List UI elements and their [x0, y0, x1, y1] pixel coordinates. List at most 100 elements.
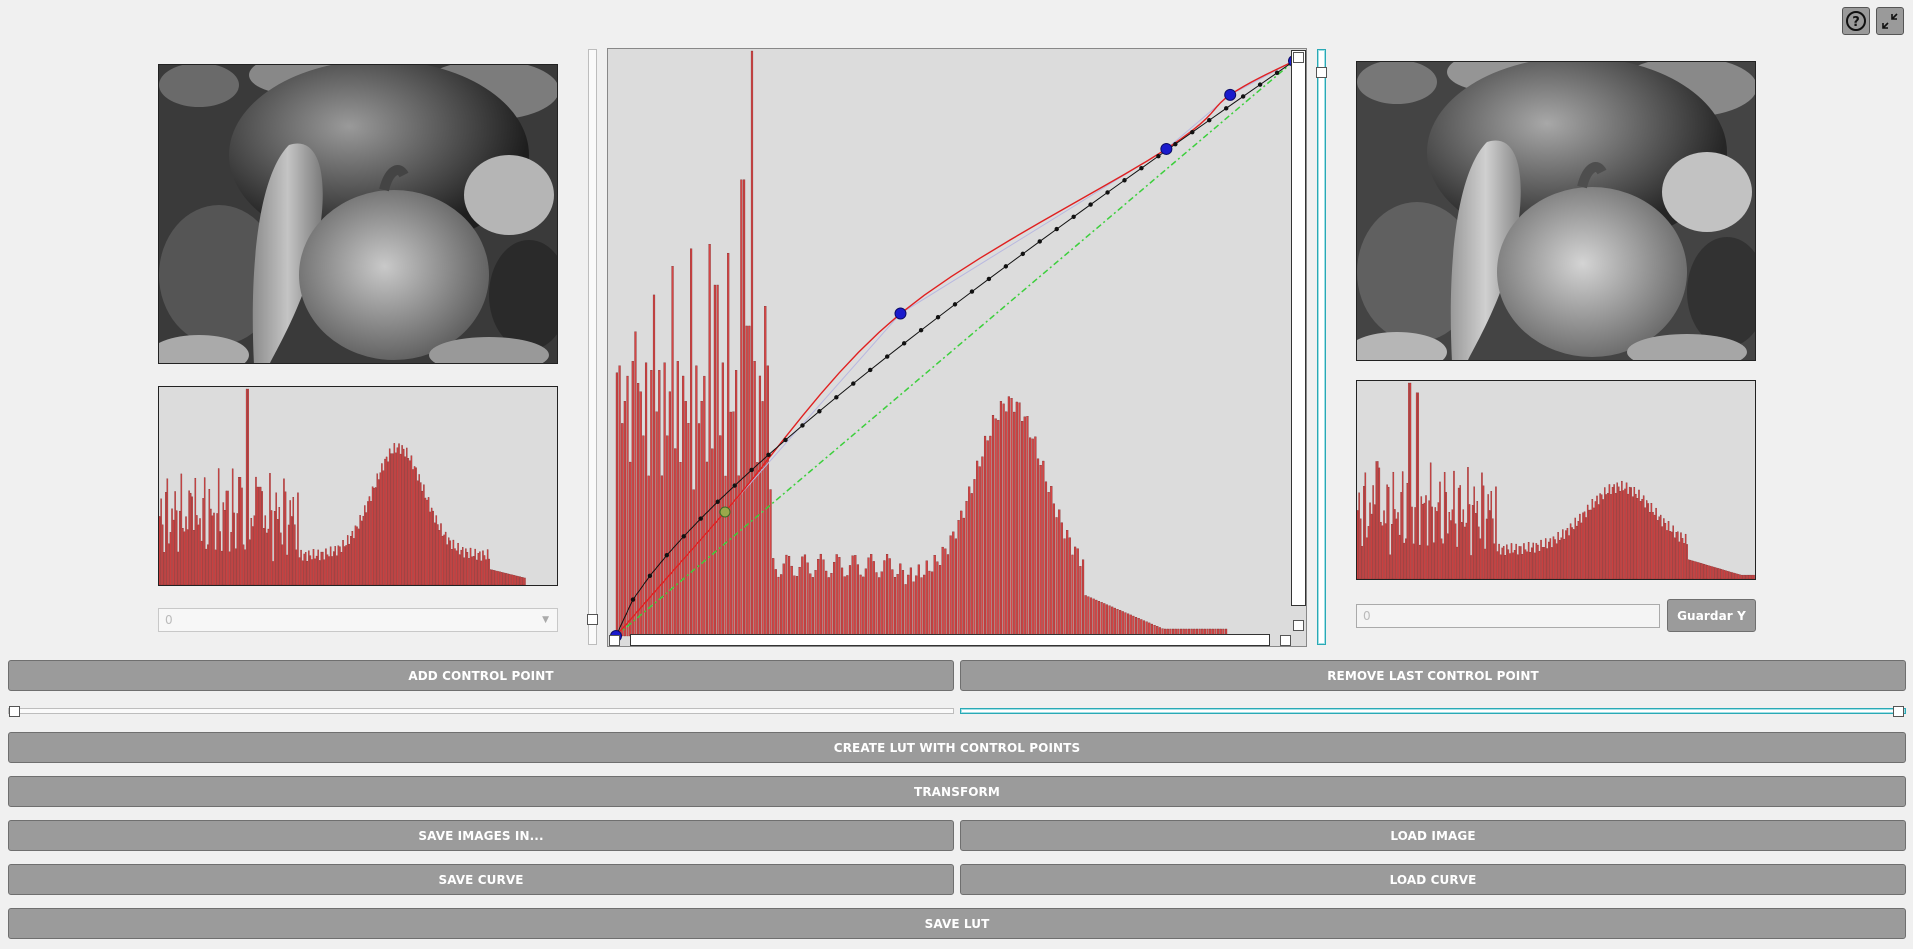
curve-histogram-bar: [1005, 411, 1008, 637]
left-vertical-slider[interactable]: [588, 49, 597, 645]
input-range-right-handle[interactable]: [1280, 635, 1291, 646]
curve-histogram-bar: [925, 560, 928, 637]
histogram-bar: [1377, 461, 1379, 579]
guardar-y-button[interactable]: Guardar Y: [1667, 599, 1756, 632]
histogram-bar: [1426, 545, 1429, 579]
histogram-bar: [1475, 513, 1477, 579]
channel-select[interactable]: 0 ▼: [158, 608, 558, 632]
save-images-button[interactable]: SAVE IMAGES IN...: [8, 820, 954, 851]
curve-histogram-bar: [938, 565, 942, 637]
histogram-bar: [325, 548, 327, 585]
guardar-y-label: Guardar Y: [1677, 608, 1746, 623]
histogram-bar: [1366, 537, 1368, 579]
control-point[interactable]: [894, 307, 907, 320]
curve-histogram-bar: [931, 571, 934, 637]
control-point[interactable]: [1160, 142, 1173, 155]
value-field[interactable]: 0: [1356, 604, 1660, 628]
histogram-bar: [314, 558, 316, 585]
histogram-bar: [194, 477, 197, 585]
curve-sample-point: [783, 437, 788, 443]
curve-histogram-bar: [859, 574, 862, 637]
histogram-bar: [290, 516, 293, 585]
output-range-top-handle[interactable]: [1293, 52, 1304, 63]
curve-sample-point: [1122, 178, 1127, 183]
help-button[interactable]: ?: [1842, 7, 1870, 35]
add-control-point-button[interactable]: ADD CONTROL POINT: [8, 660, 954, 691]
histogram-bar: [241, 487, 243, 585]
load-image-label: LOAD IMAGE: [1390, 828, 1476, 843]
curve-sample-point: [1156, 153, 1161, 159]
histogram-bar: [1582, 512, 1584, 579]
histogram-bar: [1627, 493, 1629, 579]
right-horizontal-slider-handle[interactable]: [1893, 706, 1904, 717]
remove-last-control-point-button[interactable]: REMOVE LAST CONTROL POINT: [960, 660, 1906, 691]
input-range-left-handle[interactable]: [609, 635, 620, 646]
histogram-bar: [432, 510, 434, 585]
right-vertical-slider[interactable]: [1317, 49, 1326, 645]
left-horizontal-slider[interactable]: [8, 708, 954, 714]
histogram-bar: [1447, 533, 1449, 579]
histogram-bar: [1482, 485, 1485, 579]
curve-histogram-bar: [962, 517, 965, 637]
histogram-bar: [1375, 461, 1377, 579]
histogram-bar: [410, 455, 413, 585]
curve-histogram-bar: [1116, 609, 1119, 637]
histogram-bar: [1624, 488, 1626, 579]
histogram-bar: [1596, 495, 1598, 579]
load-curve-button[interactable]: LOAD CURVE: [960, 864, 1906, 895]
histogram-bar: [384, 458, 386, 585]
curve-histogram-bar: [819, 553, 822, 637]
left-horizontal-slider-handle[interactable]: [9, 706, 20, 717]
right-horizontal-slider[interactable]: [960, 708, 1906, 714]
histogram-bar: [1516, 554, 1519, 579]
histogram-bar: [346, 535, 349, 585]
curve-histogram-bar: [809, 573, 812, 637]
histogram-bar: [491, 569, 494, 585]
histogram-bar: [1537, 544, 1539, 579]
histogram-bar: [230, 532, 232, 585]
curve-histogram-bar: [785, 554, 788, 637]
curve-histogram-bar: [872, 561, 875, 637]
load-image-button[interactable]: LOAD IMAGE: [960, 820, 1906, 851]
histogram-bar: [416, 480, 419, 585]
histogram-bar: [460, 549, 462, 585]
histogram-bar: [261, 491, 263, 585]
curve-histogram-bar: [1127, 613, 1130, 637]
input-range-slider[interactable]: [630, 634, 1270, 646]
histogram-bar: [517, 576, 520, 585]
control-point[interactable]: [1224, 88, 1237, 101]
output-range-bottom-handle[interactable]: [1293, 620, 1304, 631]
histogram-bar: [420, 482, 422, 585]
create-lut-button[interactable]: CREATE LUT WITH CONTROL POINTS: [8, 732, 1906, 763]
histogram-bar: [1434, 507, 1437, 579]
histogram-bar: [507, 573, 509, 585]
left-vertical-slider-handle[interactable]: [587, 614, 598, 625]
save-curve-button[interactable]: SAVE CURVE: [8, 864, 954, 895]
transform-button[interactable]: TRANSFORM: [8, 776, 1906, 807]
right-vertical-slider-handle[interactable]: [1316, 67, 1327, 78]
control-point[interactable]: [719, 506, 731, 518]
histogram-bar: [376, 473, 378, 585]
curve-histogram-bar: [1060, 522, 1063, 637]
curve-histogram-bar: [870, 554, 873, 637]
curve-sample-point: [1020, 251, 1025, 257]
histogram-bar: [342, 540, 344, 585]
curve-histogram-bar: [970, 493, 973, 637]
curve-histogram-bar: [666, 435, 669, 637]
add-control-point-label: ADD CONTROL POINT: [408, 668, 554, 683]
output-range-slider[interactable]: [1291, 50, 1306, 606]
curve-histogram-bar: [989, 435, 992, 637]
histogram-bar: [213, 512, 215, 585]
histogram-bar: [1527, 542, 1530, 579]
histogram-bar: [1739, 574, 1741, 579]
histogram-bar: [1363, 486, 1365, 579]
histogram-bar: [1750, 574, 1752, 579]
curve-canvas[interactable]: [608, 49, 1306, 646]
histogram-bar: [385, 456, 388, 585]
lut-curve[interactable]: [615, 60, 1295, 637]
collapse-button[interactable]: [1876, 7, 1904, 35]
save-lut-button[interactable]: SAVE LUT: [8, 908, 1906, 939]
curve-editor[interactable]: [607, 48, 1307, 647]
histogram-bar: [1524, 549, 1527, 579]
histogram-bar: [228, 551, 231, 585]
